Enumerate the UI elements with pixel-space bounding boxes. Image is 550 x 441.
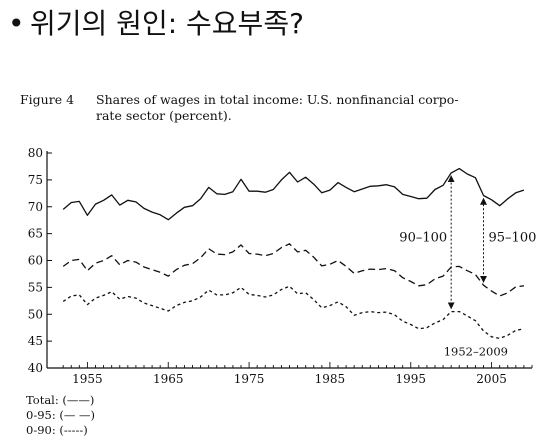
figure-caption: Figure 4 Shares of wages in total income:… [20, 92, 459, 124]
x-tick-label: 2005 [476, 372, 507, 386]
chart-legend: Total: (——) 0-95: (— —) 0-90: (-----) [26, 393, 95, 438]
y-tick-label: 65 [28, 227, 43, 241]
series-line-0-90 [62, 285, 525, 340]
y-tick-label: 55 [28, 280, 43, 294]
y-tick-label: 80 [28, 146, 43, 160]
annotation-layer: 90–100 95–100 1952–2009 [399, 175, 537, 359]
y-tick-label: 45 [28, 334, 43, 348]
slide-title-text: 위기의 원인: 수요부족? [30, 7, 304, 40]
legend-key: (— —) [59, 408, 96, 422]
legend-label: 0-95: [26, 408, 56, 422]
slide-title: • 위기의 원인: 수요부족? [8, 2, 304, 42]
legend-entry-total: Total: (——) [26, 393, 95, 408]
figure-label: Figure 4 [20, 92, 75, 107]
legend-key: (——) [62, 393, 95, 407]
annotation-period: 1952–2009 [444, 345, 508, 359]
chart-axes: 40 45 50 55 60 65 70 75 80 1955 1965 1975 1985 1995 20… [28, 146, 533, 386]
figure-caption-line1: Shares of wages in total income: U.S. no… [96, 92, 459, 107]
bullet-glyph: • [8, 7, 25, 40]
legend-key: (-----) [59, 423, 88, 437]
legend-entry-0-95: 0-95: (— —) [26, 408, 95, 423]
x-tick-label: 1965 [153, 372, 184, 386]
series-layer [62, 167, 525, 340]
y-tick-label: 75 [28, 173, 43, 187]
x-tick-label: 1985 [315, 372, 346, 386]
x-tick-label: 1995 [395, 372, 426, 386]
legend-label: 0-90: [26, 423, 56, 437]
x-tick-label: 1975 [234, 372, 265, 386]
annotation-95-100: 95–100 [489, 231, 537, 246]
x-tick-label: 1955 [72, 372, 103, 386]
figure-caption-line2: rate sector (percent). [96, 108, 232, 123]
y-tick-label: 50 [28, 307, 43, 321]
annotation-90-100: 90–100 [399, 231, 447, 246]
y-tick-label: 70 [28, 200, 43, 214]
legend-label: Total: [26, 393, 59, 407]
y-tick-label: 40 [28, 361, 43, 375]
series-line-total [62, 167, 525, 221]
series-line-0-95 [62, 243, 524, 297]
y-tick-label: 60 [28, 254, 43, 268]
legend-entry-0-90: 0-90: (-----) [26, 423, 95, 438]
